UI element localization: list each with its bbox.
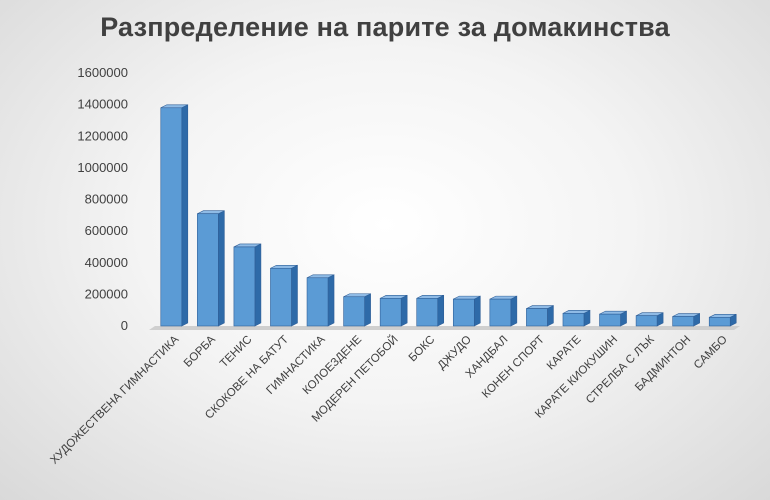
y-tick-label: 600000 [85, 223, 128, 238]
bar [306, 274, 335, 327]
bar-front [708, 317, 731, 327]
bar [379, 294, 408, 327]
bar-front [197, 213, 219, 327]
y-tick-label: 400000 [85, 255, 128, 270]
bar [160, 104, 189, 327]
x-tick-label: САМБО [692, 334, 730, 372]
bar [599, 310, 627, 327]
bar-front [672, 316, 694, 327]
bar-side [181, 104, 189, 327]
x-tick-label: БОРБА [182, 333, 218, 369]
bar-side [510, 295, 518, 327]
y-tick-label: 1200000 [77, 128, 128, 143]
bar-front [306, 277, 329, 327]
bar [708, 313, 737, 327]
bar-front [416, 298, 439, 327]
bar-side [437, 294, 445, 327]
bar [416, 294, 445, 327]
bar-front [562, 313, 585, 327]
bar-front [526, 308, 548, 327]
bar-front [635, 315, 658, 327]
bar [270, 264, 298, 327]
bar-side [547, 305, 554, 327]
bar-front [599, 313, 621, 327]
bar-front [270, 267, 292, 327]
bar-front [379, 298, 402, 327]
bar-front [233, 246, 256, 327]
x-tick-label: ТЕНИС [218, 334, 254, 370]
bar [635, 312, 664, 327]
y-tick-label: 800000 [85, 192, 128, 207]
chart-title: Разпределение на парите за домакинства [100, 12, 670, 42]
bar [233, 243, 262, 327]
bar [526, 305, 554, 327]
bar-front [343, 296, 365, 327]
bar [343, 293, 371, 327]
bar-side [400, 294, 408, 327]
bar [489, 295, 518, 327]
x-tick-label: ХУДОЖЕСТВЕНА ГИМНАСТИКА [48, 333, 181, 466]
bar-front [452, 298, 475, 327]
x-tick-label: КОНЕН СПОРТ [480, 334, 547, 401]
bar [672, 313, 700, 327]
bar-side [473, 295, 481, 327]
bar-front [160, 107, 183, 327]
x-tick-label: СТРЕЛБА С ЛЪК [584, 333, 657, 406]
y-tick-label: 1000000 [77, 160, 128, 175]
bars [149, 104, 740, 330]
y-tick-label: 200000 [85, 286, 128, 301]
bar-side [327, 274, 335, 327]
bar-side [291, 264, 298, 327]
chart-floor [149, 326, 740, 330]
x-axis: ХУДОЖЕСТВЕНА ГИМНАСТИКА БОРБА ТЕНИССКОКОВЕ… [48, 333, 729, 467]
bar-side [364, 293, 371, 327]
bar [197, 210, 225, 327]
bar [562, 309, 591, 327]
y-axis: 0 200000 400000 600000 800000 1000000 1200000 1… [77, 65, 128, 333]
y-tick-label: 1400000 [77, 97, 128, 112]
bar [452, 295, 481, 327]
y-tick-label: 1600000 [77, 65, 128, 80]
x-tick-label: БОКС [407, 334, 438, 365]
y-tick-label: 0 [121, 318, 128, 333]
bar-side [254, 243, 262, 327]
bar-front [489, 298, 512, 327]
bar-side [218, 210, 225, 327]
